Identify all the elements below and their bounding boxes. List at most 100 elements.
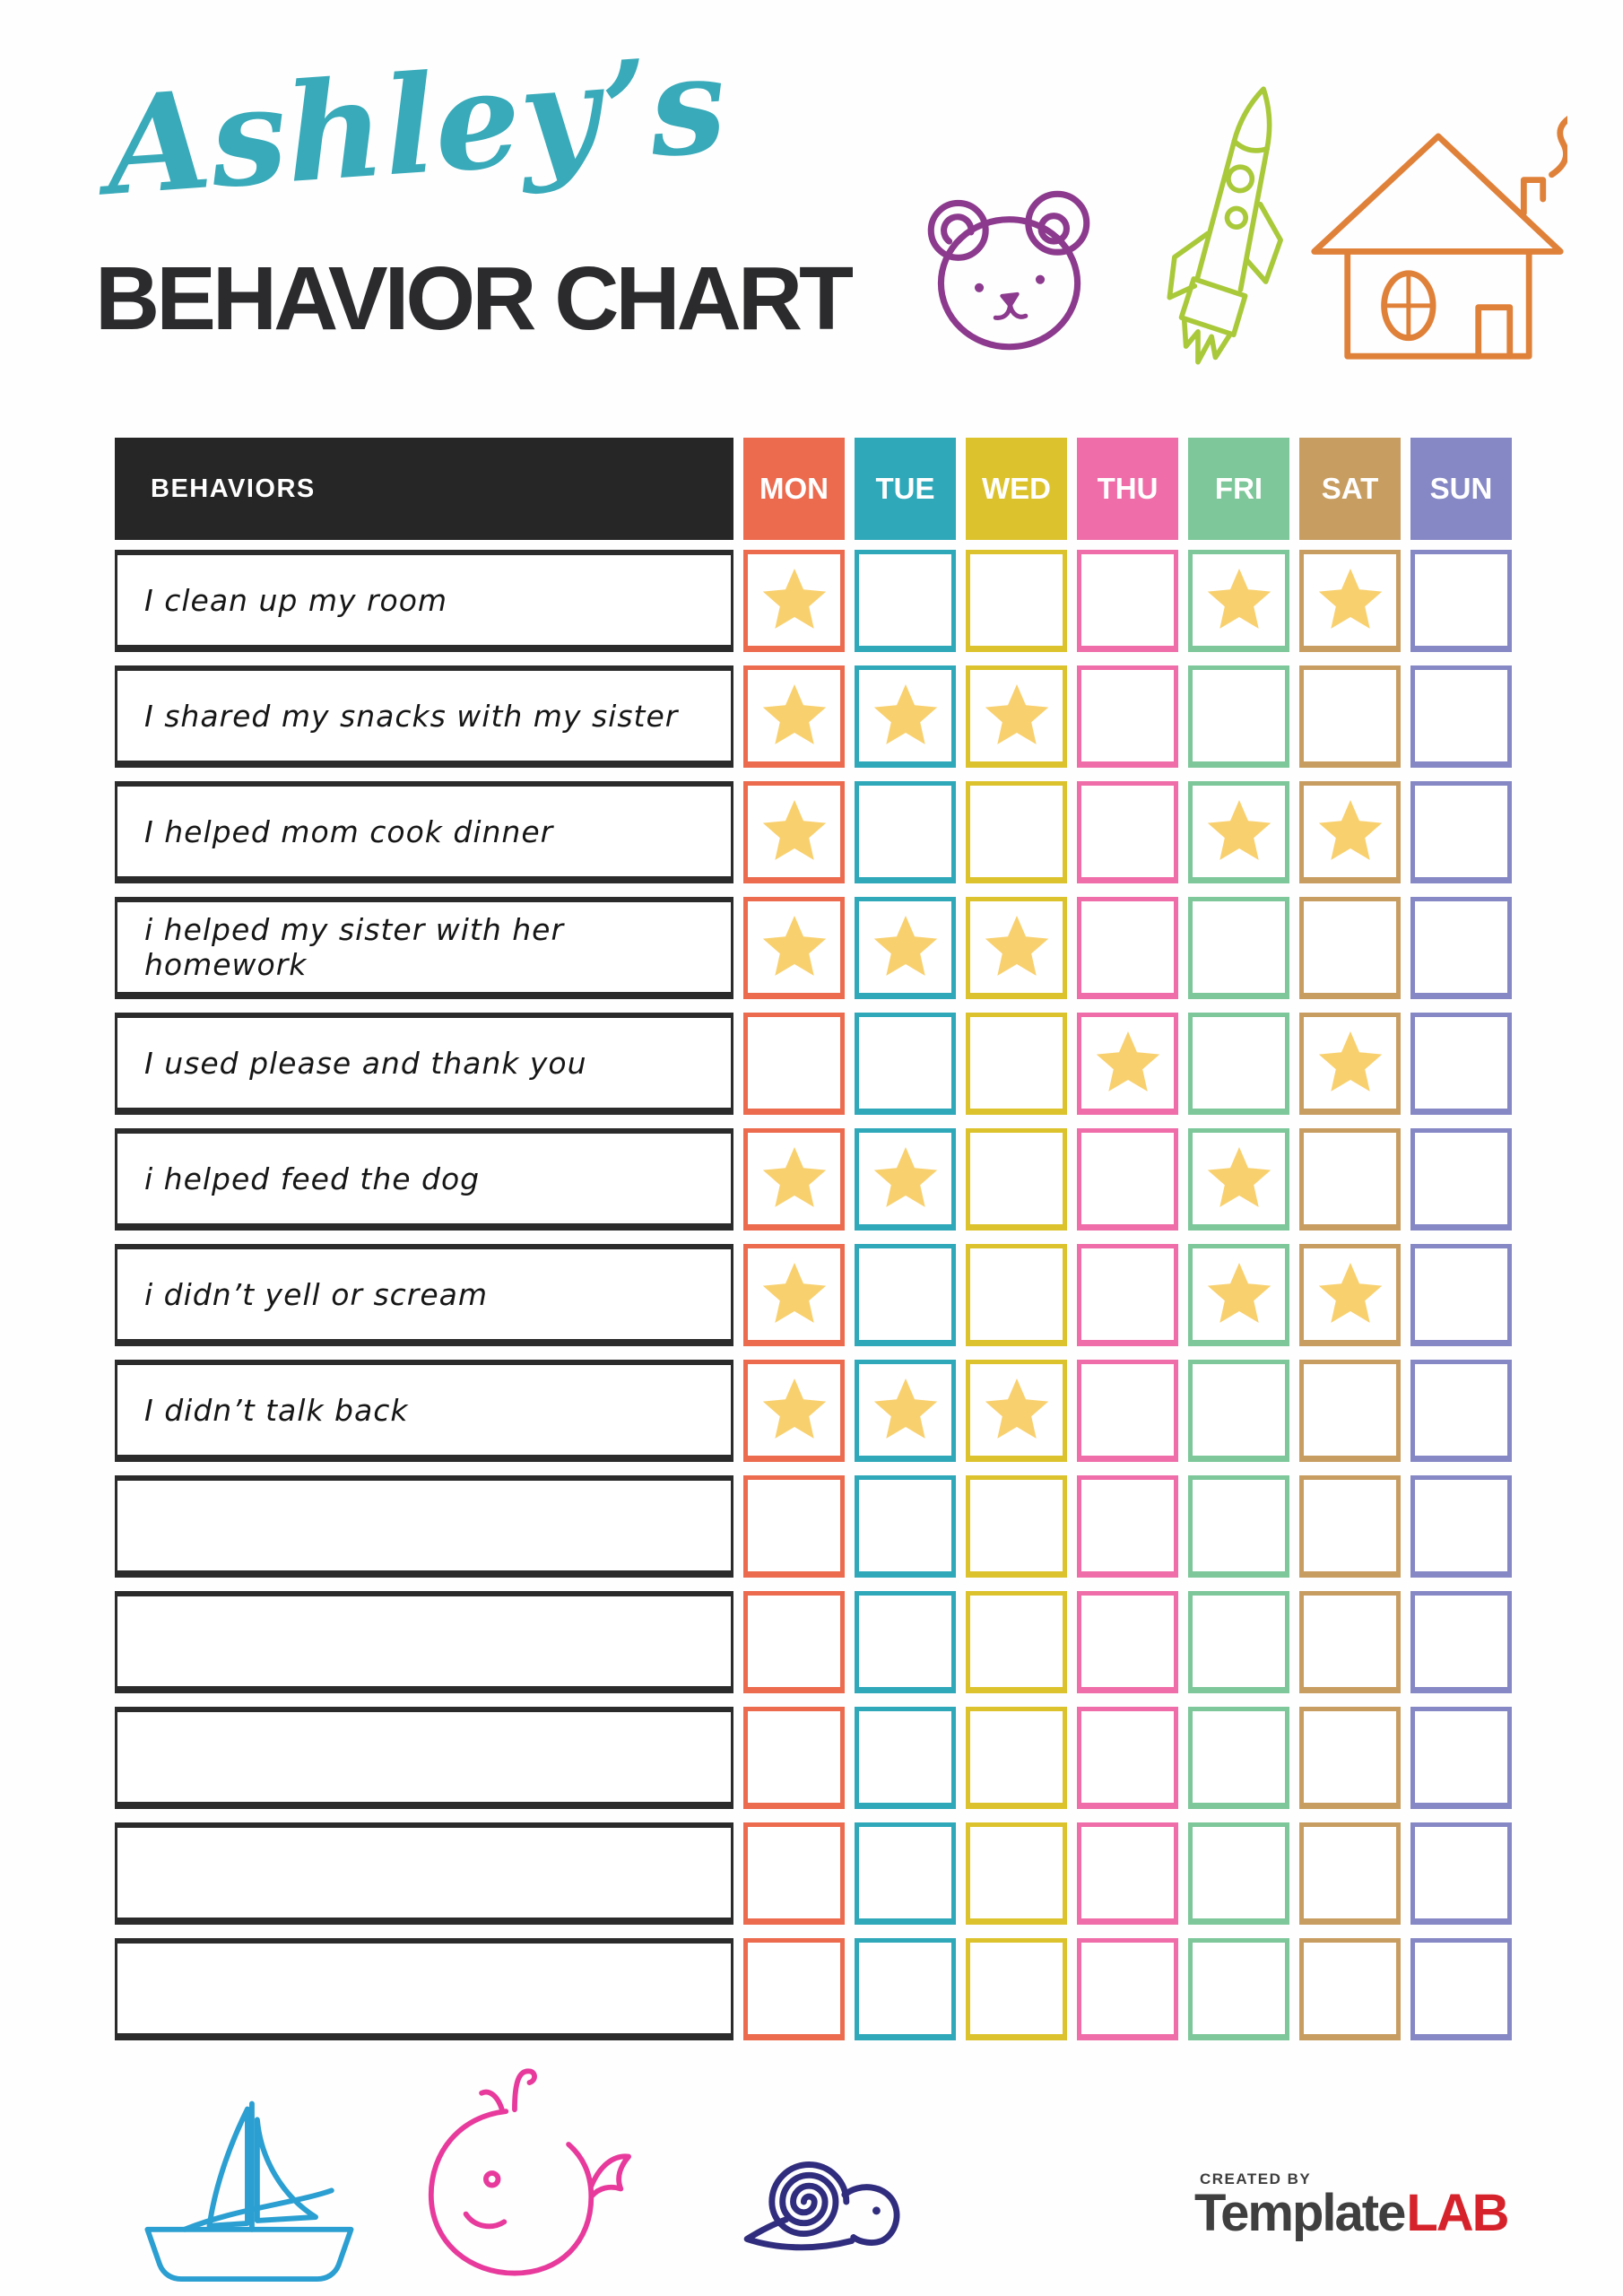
star-icon [873,916,937,976]
chart-cell-sun [1410,1475,1512,1578]
chart-cell-fri [1188,1475,1289,1578]
behavior-label [115,1822,733,1925]
day-header-fri: FRI [1188,438,1289,540]
chart-cell-fri [1188,1591,1289,1693]
chart-cell-thu [1077,1244,1178,1346]
brand-template-text: Template [1194,2184,1406,2242]
table-body: I clean up my room I shared my snacks wi… [115,550,1515,2040]
chart-cell-wed [966,1128,1067,1231]
chart-cell-sat [1299,550,1401,652]
star-icon [762,1147,826,1207]
chart-cell-thu [1077,1128,1178,1231]
chart-cell-sun [1410,1938,1512,2040]
chart-cell-thu [1077,550,1178,652]
bear-doodle-icon [915,185,1101,353]
star-icon [1207,1263,1271,1323]
chart-cell-sun [1410,665,1512,768]
behavior-label: I used please and thank you [115,1013,733,1115]
table-row: I helped mom cook dinner [115,781,1515,883]
chart-cell-tue [855,1128,956,1231]
chart-cell-mon [743,1244,845,1346]
chart-cell-fri [1188,1244,1289,1346]
star-icon [762,1263,826,1323]
templatelab-logo: CREATED BY TemplateLAB [1194,2170,1510,2242]
chart-cell-sun [1410,1128,1512,1231]
star-icon [762,684,826,744]
table-row [115,1938,1515,2040]
chart-cell-mon [743,1591,845,1693]
chart-cell-wed [966,1822,1067,1925]
behavior-chart-table: BEHAVIORS MON TUE WED THU FRI SAT SUN I clean … [115,438,1515,2054]
chart-cell-tue [855,897,956,999]
day-header-sat: SAT [1299,438,1401,540]
chart-cell-thu [1077,1591,1178,1693]
day-header-sun: SUN [1410,438,1512,540]
chart-cell-tue [855,781,956,883]
chart-cell-wed [966,1938,1067,2040]
chart-cell-fri [1188,1360,1289,1462]
star-icon [762,800,826,860]
rocket-doodle-icon [1148,74,1316,386]
house-doodle-icon [1306,99,1567,366]
chart-cell-mon [743,1938,845,2040]
chart-cell-wed [966,1475,1067,1578]
day-header-thu: THU [1077,438,1178,540]
behavior-label [115,1938,733,2040]
chart-cell-thu [1077,1475,1178,1578]
chart-cell-sat [1299,1360,1401,1462]
child-name-title: Ashley’s [100,25,731,226]
chart-cell-wed [966,550,1067,652]
star-icon [762,916,826,976]
chart-cell-sun [1410,1360,1512,1462]
chart-cell-tue [855,1822,956,1925]
star-icon [1207,1147,1271,1207]
star-icon [1318,800,1382,860]
star-icon [1207,800,1271,860]
chart-cell-sat [1299,1475,1401,1578]
day-header-wed: WED [966,438,1067,540]
behavior-label [115,1591,733,1693]
chart-cell-wed [966,1707,1067,1809]
chart-cell-mon [743,781,845,883]
chart-cell-sun [1410,1244,1512,1346]
chart-cell-sun [1410,1591,1512,1693]
chart-cell-wed [966,1244,1067,1346]
sailboat-doodle-icon [131,2077,362,2285]
behavior-label: I helped mom cook dinner [115,781,733,883]
table-row: i helped my sister with her homework [115,897,1515,999]
table-row [115,1475,1515,1578]
chart-cell-thu [1077,1707,1178,1809]
chart-cell-fri [1188,665,1289,768]
chart-cell-sat [1299,1707,1401,1809]
day-header-tue: TUE [855,438,956,540]
chart-cell-tue [855,665,956,768]
chart-cell-mon [743,665,845,768]
star-icon [985,684,1048,744]
chart-cell-tue [855,550,956,652]
chart-cell-fri [1188,897,1289,999]
table-row: I didn’t talk back [115,1360,1515,1462]
chart-cell-thu [1077,1822,1178,1925]
star-icon [1318,1031,1382,1091]
chart-cell-thu [1077,897,1178,999]
chart-cell-tue [855,1591,956,1693]
chart-cell-wed [966,1591,1067,1693]
behavior-label: I clean up my room [115,550,733,652]
chart-cell-thu [1077,781,1178,883]
behavior-label: i helped my sister with her homework [115,897,733,999]
chart-cell-tue [855,1707,956,1809]
table-header-row: BEHAVIORS MON TUE WED THU FRI SAT SUN [115,438,1515,540]
chart-cell-sat [1299,897,1401,999]
behavior-label: i didn’t yell or scream [115,1244,733,1346]
chart-cell-mon [743,1475,845,1578]
chart-cell-sat [1299,781,1401,883]
chart-cell-fri [1188,550,1289,652]
chart-cell-wed [966,897,1067,999]
behavior-label: I didn’t talk back [115,1360,733,1462]
chart-cell-sun [1410,781,1512,883]
chart-cell-sun [1410,1707,1512,1809]
chart-cell-fri [1188,1013,1289,1115]
chart-cell-mon [743,1707,845,1809]
chart-cell-fri [1188,1822,1289,1925]
star-icon [1207,569,1271,629]
